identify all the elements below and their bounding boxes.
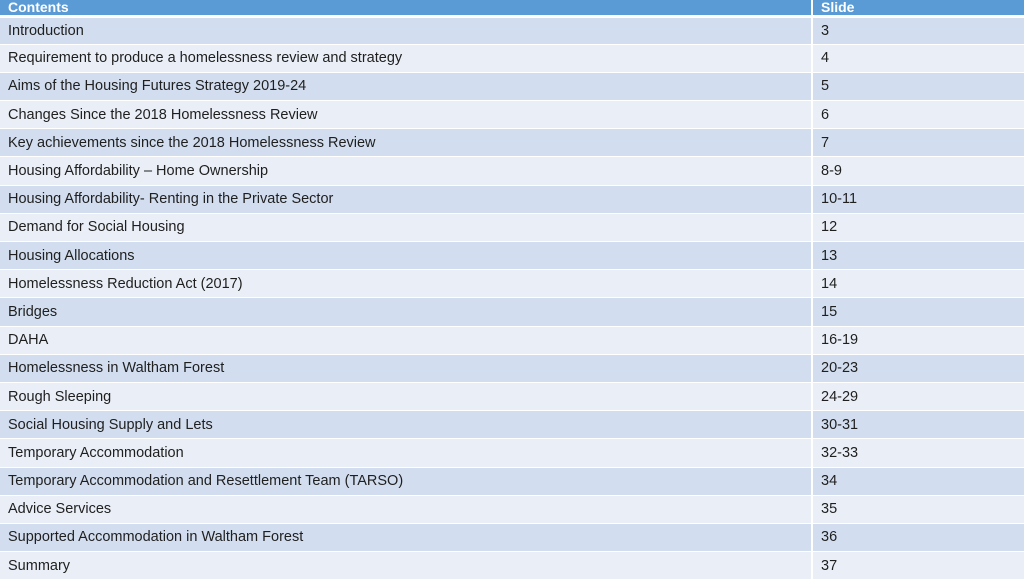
row-slide: 30-31	[812, 410, 1024, 440]
table-row: Temporary Accommodation 32-33	[0, 438, 1024, 468]
row-title: Aims of the Housing Futures Strategy 201…	[0, 72, 813, 102]
table-row: DAHA 16-19	[0, 326, 1024, 355]
row-slide: 13	[812, 241, 1024, 271]
table-row: Demand for Social Housing 12	[0, 213, 1024, 243]
row-title: Social Housing Supply and Lets	[0, 410, 813, 440]
table-row: Housing Affordability – Home Ownership 8-…	[0, 156, 1024, 186]
row-title: Rough Sleeping	[0, 382, 813, 412]
row-title: Summary	[0, 551, 813, 580]
row-slide: 4	[812, 44, 1024, 73]
table-row: Bridges 15	[0, 297, 1024, 327]
row-title: Temporary Accommodation	[0, 438, 813, 468]
row-title: Housing Affordability – Home Ownership	[0, 156, 813, 186]
table-row: Rough Sleeping 24-29	[0, 382, 1024, 412]
row-slide: 14	[812, 269, 1024, 299]
row-title: Changes Since the 2018 Homelessness Revi…	[0, 100, 813, 130]
row-title: Key achievements since the 2018 Homeless…	[0, 128, 813, 158]
row-slide: 5	[812, 72, 1024, 102]
table-header-row: Contents Slide	[0, 0, 1024, 18]
row-title: Homelessness Reduction Act (2017)	[0, 269, 813, 299]
row-title: Bridges	[0, 297, 813, 327]
header-slide: Slide	[812, 0, 1024, 18]
row-slide: 12	[812, 213, 1024, 243]
row-slide: 20-23	[812, 354, 1024, 383]
row-slide: 37	[812, 551, 1024, 580]
table-row: Homelessness Reduction Act (2017) 14	[0, 269, 1024, 299]
row-title: Homelessness in Waltham Forest	[0, 354, 813, 383]
row-slide: 8-9	[812, 156, 1024, 186]
row-slide: 10-11	[812, 185, 1024, 214]
row-slide: 3	[812, 16, 1024, 45]
header-contents: Contents	[0, 0, 813, 18]
row-title: Advice Services	[0, 495, 813, 524]
table-row: Advice Services 35	[0, 495, 1024, 524]
row-title: Temporary Accommodation and Resettlement…	[0, 467, 813, 496]
row-title: Demand for Social Housing	[0, 213, 813, 243]
table-row: Housing Affordability- Renting in the Pr…	[0, 185, 1024, 214]
row-slide: 34	[812, 467, 1024, 496]
row-slide: 36	[812, 523, 1024, 553]
row-slide: 7	[812, 128, 1024, 158]
row-slide: 24-29	[812, 382, 1024, 412]
row-title: Introduction	[0, 16, 813, 45]
row-slide: 35	[812, 495, 1024, 524]
row-slide: 32-33	[812, 438, 1024, 468]
table-row: Temporary Accommodation and Resettlement…	[0, 467, 1024, 496]
table-row: Summary 37	[0, 551, 1024, 580]
table-row: Supported Accommodation in Waltham Fores…	[0, 523, 1024, 553]
table-row: Changes Since the 2018 Homelessness Revi…	[0, 100, 1024, 130]
row-title: Housing Allocations	[0, 241, 813, 271]
table-row: Social Housing Supply and Lets 30-31	[0, 410, 1024, 440]
table-row: Key achievements since the 2018 Homeless…	[0, 128, 1024, 158]
row-title: DAHA	[0, 326, 813, 355]
table-row: Aims of the Housing Futures Strategy 201…	[0, 72, 1024, 102]
row-slide: 6	[812, 100, 1024, 130]
row-title: Supported Accommodation in Waltham Fores…	[0, 523, 813, 553]
table-row: Requirement to produce a homelessness re…	[0, 44, 1024, 73]
table-row: Introduction 3	[0, 16, 1024, 45]
table-row: Housing Allocations 13	[0, 241, 1024, 271]
row-slide: 16-19	[812, 326, 1024, 355]
row-title: Requirement to produce a homelessness re…	[0, 44, 813, 73]
row-title: Housing Affordability- Renting in the Pr…	[0, 185, 813, 214]
table-row: Homelessness in Waltham Forest 20-23	[0, 354, 1024, 383]
row-slide: 15	[812, 297, 1024, 327]
